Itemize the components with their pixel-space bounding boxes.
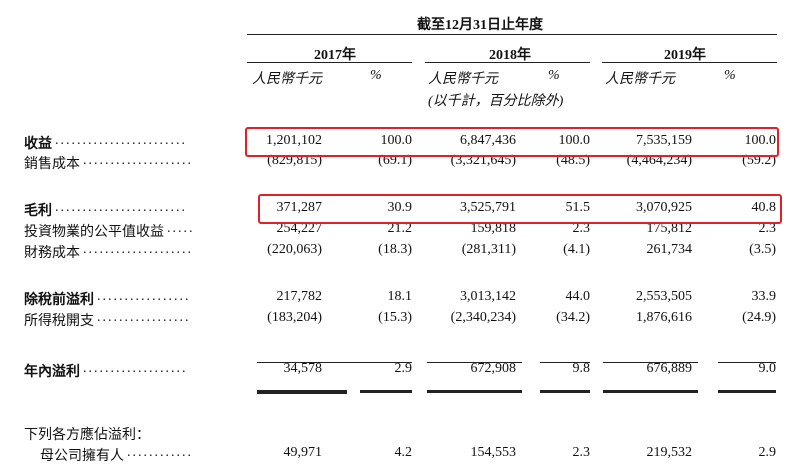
row-label: 年內溢利 (24, 365, 80, 380)
year-2018: 2018年 (489, 48, 531, 63)
row-leader-dots: ............ (127, 445, 193, 460)
row-value-col-4: 1,876,616 (636, 310, 692, 325)
row-value-col-0: (183,204) (267, 310, 322, 325)
row-value-col-0: (220,063) (267, 242, 322, 257)
row-leader-dots: ........................ (55, 133, 187, 148)
row-value-col-1: 4.2 (394, 445, 413, 460)
row-value-col-2: 672,908 (470, 361, 517, 376)
row-value-col-4: 3,070,925 (636, 200, 692, 215)
total-double-rule-2017a (257, 390, 347, 394)
highlight-revenue-box (245, 127, 779, 157)
row-value-col-3: 44.0 (565, 289, 591, 304)
row-value-col-3: 51.5 (565, 200, 591, 215)
row-value-col-0: 34,578 (283, 361, 323, 376)
row-value-col-4: 261,734 (646, 242, 693, 257)
row-value-col-2: 3,525,791 (460, 200, 516, 215)
header-rule (247, 34, 777, 35)
row-label: 投資物業的公平值收益 (24, 225, 164, 240)
year-2019: 2019年 (664, 48, 706, 63)
total-double-rule-2018a (427, 390, 522, 393)
row-value-col-5: 100.0 (744, 133, 777, 148)
row-label: 除稅前溢利 (24, 293, 94, 308)
row-value-col-5: (24.9) (742, 310, 776, 325)
row-value-col-0: 217,782 (276, 289, 323, 304)
unit-pct-2017: % (370, 68, 382, 83)
year-rule-2017 (247, 62, 412, 63)
row-label: 母公司擁有人 (40, 449, 124, 464)
row-value-col-1: 18.1 (387, 289, 413, 304)
total-double-rule-2019a (603, 390, 698, 393)
row-value-col-3: (34.2) (556, 310, 590, 325)
subtotal-rule-2019a (603, 362, 698, 363)
total-double-rule-2019b (718, 390, 776, 393)
year-rule-2018 (425, 62, 590, 63)
row-value-col-3: (4.1) (563, 242, 590, 257)
row-leader-dots: .................... (83, 153, 193, 168)
row-leader-dots: ................... (83, 361, 188, 376)
year-2017: 2017年 (314, 48, 356, 63)
row-value-col-1: (18.3) (378, 242, 412, 257)
row-value-col-3: 2.3 (572, 445, 591, 460)
row-label: 所得稅開支 (24, 314, 94, 329)
row-value-col-2: 154,553 (470, 445, 517, 460)
row-value-col-4: 175,812 (646, 221, 693, 236)
row-value-col-1: 2.9 (394, 361, 413, 376)
unit-rmb-2018: 人民幣千元 (428, 72, 498, 87)
unit-pct-2019: % (724, 68, 736, 83)
row-value-col-2: 159,818 (470, 221, 517, 236)
row-label: 財務成本 (24, 246, 80, 261)
row-leader-dots: ................. (97, 310, 191, 325)
year-rule-2019 (602, 62, 777, 63)
total-double-rule-2018b (540, 390, 590, 393)
subtotal-rule-2017b (360, 362, 412, 363)
row-value-col-1: 100.0 (380, 133, 413, 148)
subtotal-rule-2017a (257, 362, 412, 363)
row-value-col-5: 33.9 (751, 289, 777, 304)
highlight-gross-profit-box (258, 194, 782, 224)
unit-pct-2018: % (548, 68, 560, 83)
subtotal-rule-2018b (540, 362, 590, 363)
subtotal-rule-2019b (718, 362, 776, 363)
unit-note-2018: (以千計，百分比除外) (428, 94, 564, 109)
row-value-col-0: 49,971 (283, 445, 323, 460)
row-value-col-3: 2.3 (572, 221, 591, 236)
row-leader-dots: .................... (83, 242, 193, 257)
row-value-col-0: 371,287 (276, 200, 323, 215)
row-value-col-1: 21.2 (387, 221, 413, 236)
row-value-col-3: 100.0 (558, 133, 591, 148)
row-label: 收益 (24, 137, 52, 152)
row-value-col-5: 9.0 (758, 361, 777, 376)
period-heading: 截至12月31日止年度 (417, 18, 543, 33)
row-value-col-2: (2,340,234) (450, 310, 516, 325)
row-value-col-1: 30.9 (387, 200, 413, 215)
row-value-col-5: (3.5) (749, 242, 776, 257)
row-leader-dots: ..... (167, 221, 195, 236)
row-value-col-1: (15.3) (378, 310, 412, 325)
unit-rmb-2017: 人民幣千元 (252, 72, 322, 87)
row-value-col-0: 254,227 (276, 221, 323, 236)
row-value-col-4: 7,535,159 (636, 133, 692, 148)
total-double-rule-2017b (360, 390, 412, 393)
attributable-heading: 下列各方應佔溢利： (24, 428, 150, 443)
row-leader-dots: ................. (97, 289, 191, 304)
unit-rmb-2019: 人民幣千元 (605, 72, 675, 87)
row-value-col-4: 219,532 (646, 445, 693, 460)
row-leader-dots: ........................ (55, 200, 187, 215)
row-value-col-0: 1,201,102 (266, 133, 322, 148)
subtotal-rule-2018a (427, 362, 522, 363)
row-value-col-2: 3,013,142 (460, 289, 516, 304)
row-value-col-3: 9.8 (572, 361, 591, 376)
row-value-col-2: 6,847,436 (460, 133, 516, 148)
row-label: 毛利 (24, 204, 52, 219)
row-value-col-4: 2,553,505 (636, 289, 692, 304)
row-value-col-4: 676,889 (646, 361, 693, 376)
row-value-col-2: (281,311) (461, 242, 516, 257)
row-value-col-5: 2.3 (758, 221, 777, 236)
row-label: 銷售成本 (24, 157, 80, 172)
row-value-col-5: 2.9 (758, 445, 777, 460)
row-value-col-5: 40.8 (751, 200, 777, 215)
